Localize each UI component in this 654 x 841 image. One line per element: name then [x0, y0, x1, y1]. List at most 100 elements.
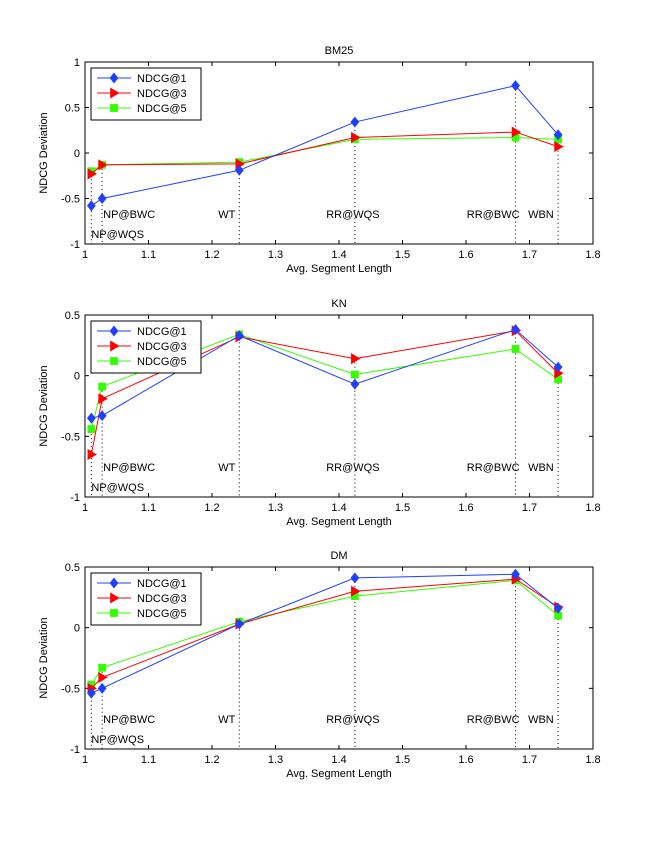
y-tick-label: 0.5 — [65, 310, 80, 322]
annotation-wbn: WBN — [528, 714, 554, 726]
x-tick-label: 1.5 — [395, 754, 410, 766]
y-tick-label: 0.5 — [65, 103, 80, 115]
chart-title: DM — [330, 550, 347, 562]
y-tick-label: 0.5 — [65, 562, 80, 574]
series-line-ndcg-5 — [90, 333, 559, 430]
data-point-ndcg-1 — [234, 618, 244, 630]
annotation-np-wqs: NP@WQS — [91, 229, 144, 241]
annotation-rr-wqs: RR@WQS — [326, 714, 379, 726]
y-tick-label: 0 — [74, 371, 80, 383]
annotation-np-wqs: NP@WQS — [91, 734, 144, 746]
x-tick-label: 1.3 — [268, 249, 283, 261]
annotation-wt: WT — [218, 462, 235, 474]
legend-label: NDCG@1 — [137, 326, 187, 338]
legend-box — [90, 572, 202, 626]
x-axis-label: Avg. Segment Length — [286, 516, 392, 528]
legend-marker — [110, 357, 118, 365]
annotation-wbn: WBN — [528, 462, 554, 474]
x-tick-label: 1.2 — [204, 754, 219, 766]
legend-marker — [110, 340, 120, 352]
data-point-ndcg-1 — [511, 324, 520, 336]
x-tick-label: 1.8 — [585, 249, 600, 261]
chart-panel-dm: DM 1 1.1 1.2 1.3 1.4 1.5 1.6 1.7 1.8 -1 -0.5 0 0.5 Avg… — [38, 550, 601, 780]
chart-panel-kn: KN 1 1.1 1.2 1.3 1.4 1.5 1.6 1.7 1.8 -1 -0.5 0 0.5 Avg… — [38, 298, 601, 528]
annotation-rr-bwc: RR@BWC — [467, 714, 520, 726]
legend-marker — [110, 592, 120, 604]
x-tick-label: 1 — [82, 754, 88, 766]
series-line-ndcg-5 — [91, 137, 559, 172]
data-point-ndcg-1 — [86, 412, 96, 424]
annotation-rr-bwc: RR@BWC — [467, 209, 520, 221]
x-tick-label: 1.2 — [204, 502, 219, 514]
series-line-ndcg-3 — [90, 330, 559, 455]
x-tick-label: 1.4 — [331, 249, 346, 261]
annotation-rr-bwc: RR@BWC — [467, 462, 520, 474]
legend-marker — [110, 609, 118, 617]
legend-marker — [109, 577, 119, 589]
data-point-ndcg-5 — [350, 370, 359, 379]
x-tick-label: 1.5 — [395, 249, 410, 261]
y-axis-label: NDCG Deviation — [38, 112, 50, 193]
y-tick-label: -1 — [70, 744, 80, 756]
legend-label: NDCG@1 — [137, 73, 187, 85]
x-tick-label: 1.7 — [522, 502, 537, 514]
x-tick-label: 1.8 — [585, 502, 600, 514]
legend-label: NDCG@5 — [137, 356, 187, 368]
data-point-ndcg-1 — [511, 568, 520, 580]
legend-marker — [110, 87, 120, 99]
annotation-np-wqs: NP@WQS — [91, 482, 144, 494]
x-axis-label: Avg. Segment Length — [286, 768, 392, 780]
data-point-ndcg-3 — [511, 126, 522, 138]
data-point-ndcg-3 — [98, 159, 108, 171]
legend-box — [90, 67, 202, 121]
data-point-ndcg-5 — [98, 663, 107, 672]
data-point-ndcg-5 — [98, 382, 107, 391]
legend-marker — [109, 72, 119, 84]
annotation-wt: WT — [218, 209, 235, 221]
legend-marker — [109, 325, 119, 337]
data-point-ndcg-1 — [553, 602, 563, 614]
legend: NDCG@1 NDCG@3 NDCG@5 — [90, 320, 202, 374]
y-tick-label: -0.5 — [61, 194, 80, 206]
x-tick-label: 1.2 — [204, 249, 219, 261]
x-tick-label: 1.6 — [458, 502, 473, 514]
legend-label: NDCG@5 — [137, 103, 187, 115]
y-tick-label: 0 — [74, 148, 80, 160]
data-point-ndcg-3 — [87, 168, 97, 180]
y-tick-label: -0.5 — [61, 683, 80, 695]
x-tick-label: 1.8 — [585, 754, 600, 766]
data-point-ndcg-1 — [86, 687, 96, 699]
chart-panel-bm25: BM25 1 1.1 1.2 1.3 1.4 1.5 1.6 1.7 1.8 -1 -0.5 0 0.5 1… — [38, 45, 601, 275]
legend-label: NDCG@5 — [137, 608, 187, 620]
x-axis-label: Avg. Segment Length — [286, 263, 392, 275]
annotation-np-bwc: NP@BWC — [103, 462, 155, 474]
data-point-ndcg-1 — [350, 116, 360, 128]
x-tick-label: 1.3 — [268, 754, 283, 766]
legend: NDCG@1 NDCG@3 NDCG@5 — [90, 67, 202, 121]
y-tick-label: 0 — [74, 623, 80, 635]
data-point-ndcg-1 — [553, 361, 563, 373]
x-tick-label: 1.7 — [522, 754, 537, 766]
legend-box — [90, 320, 202, 374]
chart-title: KN — [331, 298, 346, 310]
data-point-ndcg-1 — [97, 682, 107, 694]
x-tick-label: 1.7 — [522, 249, 537, 261]
data-point-ndcg-1 — [350, 378, 360, 390]
legend-label: NDCG@3 — [137, 88, 187, 100]
x-tick-label: 1 — [82, 502, 88, 514]
data-point-ndcg-3 — [554, 141, 564, 153]
legend-marker — [110, 104, 118, 112]
data-point-ndcg-1 — [97, 410, 107, 422]
annotation-wt: WT — [218, 714, 235, 726]
data-point-ndcg-1 — [97, 193, 107, 204]
x-tick-label: 1.6 — [458, 754, 473, 766]
data-point-ndcg-1 — [511, 80, 520, 92]
data-point-ndcg-1 — [350, 572, 360, 584]
x-tick-label: 1 — [82, 249, 88, 261]
data-point-ndcg-5 — [87, 425, 96, 433]
data-point-ndcg-3 — [351, 353, 361, 365]
legend-label: NDCG@3 — [137, 593, 187, 605]
chart-title: BM25 — [325, 45, 354, 57]
y-tick-label: 1 — [74, 57, 80, 69]
